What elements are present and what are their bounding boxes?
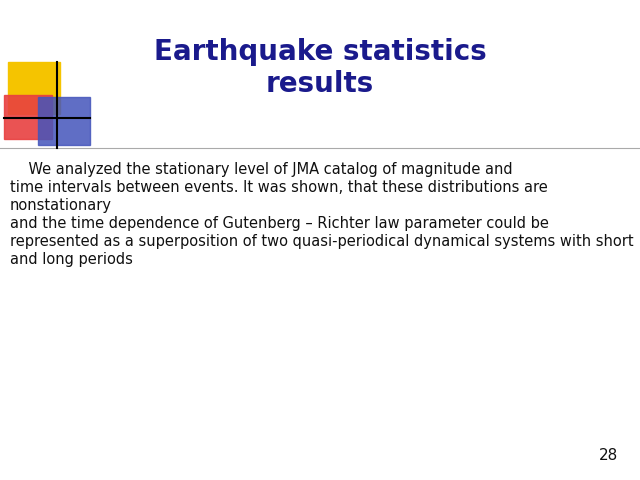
Bar (8, 62, 60, 114)
Text: nonstationary: nonstationary (10, 198, 112, 213)
Text: time intervals between events. It was shown, that these distributions are: time intervals between events. It was sh… (10, 180, 548, 195)
Text: represented as a superposition of two quasi-periodical dynamical systems with sh: represented as a superposition of two qu… (10, 234, 634, 249)
Bar (4, 95, 52, 139)
Text: and long periods: and long periods (10, 252, 133, 267)
Text: and the time dependence of Gutenberg – Richter law parameter could be: and the time dependence of Gutenberg – R… (10, 216, 549, 231)
Text: Earthquake statistics
results: Earthquake statistics results (154, 38, 486, 98)
Text: We analyzed the stationary level of JMA catalog of magnitude and: We analyzed the stationary level of JMA … (10, 162, 513, 177)
Text: 28: 28 (598, 448, 618, 464)
Bar (38, 97, 90, 145)
